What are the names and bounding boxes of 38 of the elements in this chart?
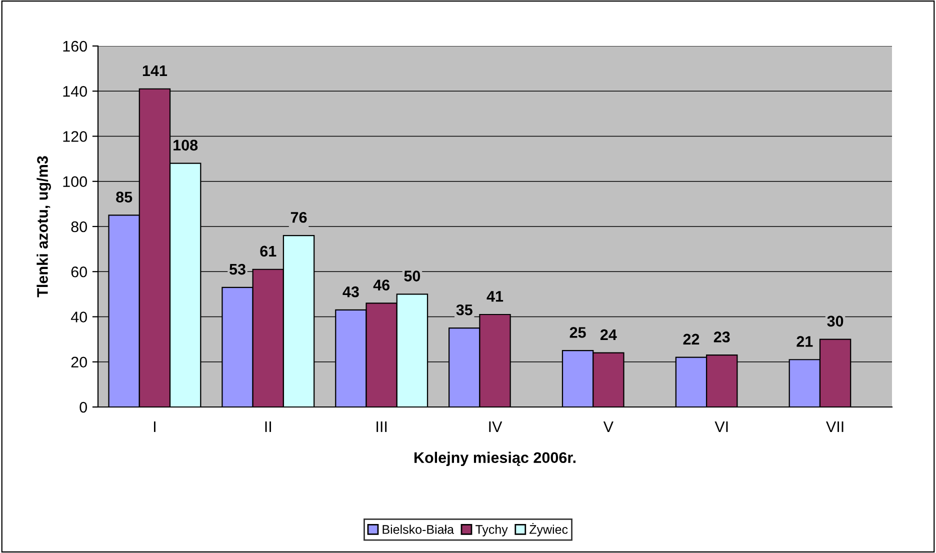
y-tick-label: 40 <box>70 312 87 322</box>
x-tick-label: II <box>265 421 271 432</box>
legend-label: Bielsko-Biała <box>382 524 454 534</box>
data-label: 22 <box>683 334 700 344</box>
data-label: 50 <box>404 270 420 282</box>
data-label: 85 <box>116 192 132 202</box>
data-label: 24 <box>600 329 617 340</box>
data-label: 46 <box>373 280 390 290</box>
y-tick-label: 100 <box>63 176 87 188</box>
y-tick-label: 160 <box>63 40 87 52</box>
y-tick-label: 20 <box>71 356 87 368</box>
x-tick-label: V <box>603 421 614 432</box>
y-tick-label: 80 <box>71 221 87 232</box>
y-axis-title: Tlenki azotu, ug/m3 <box>36 156 51 298</box>
x-tick-label: III <box>376 421 387 432</box>
data-label: 61 <box>260 246 276 257</box>
data-label: 41 <box>486 291 504 302</box>
y-tick-label: 0 <box>80 402 87 413</box>
data-label: 21 <box>796 336 813 347</box>
legend-label: Żywiec <box>530 522 568 536</box>
data-label: 25 <box>570 327 586 338</box>
data-label: 76 <box>290 212 307 223</box>
y-tick-label: 60 <box>71 266 87 278</box>
data-label: 43 <box>342 286 359 298</box>
x-axis-title: Kolejny miesiąc 2006r. <box>414 452 576 466</box>
x-tick-label: VI <box>714 421 728 432</box>
data-label: 108 <box>174 140 198 151</box>
x-tick-label: I <box>154 421 156 432</box>
x-tick-label: VII <box>826 421 844 432</box>
data-label: 35 <box>456 304 472 316</box>
y-tick-label: 140 <box>63 86 87 97</box>
data-label: 53 <box>229 264 246 275</box>
data-label: 23 <box>714 332 730 342</box>
x-tick-label: IV <box>489 421 502 432</box>
legend-label: Tychy <box>476 524 508 536</box>
data-label: 141 <box>142 65 168 76</box>
y-tick-label: 120 <box>63 131 87 142</box>
data-label: 30 <box>827 316 844 327</box>
